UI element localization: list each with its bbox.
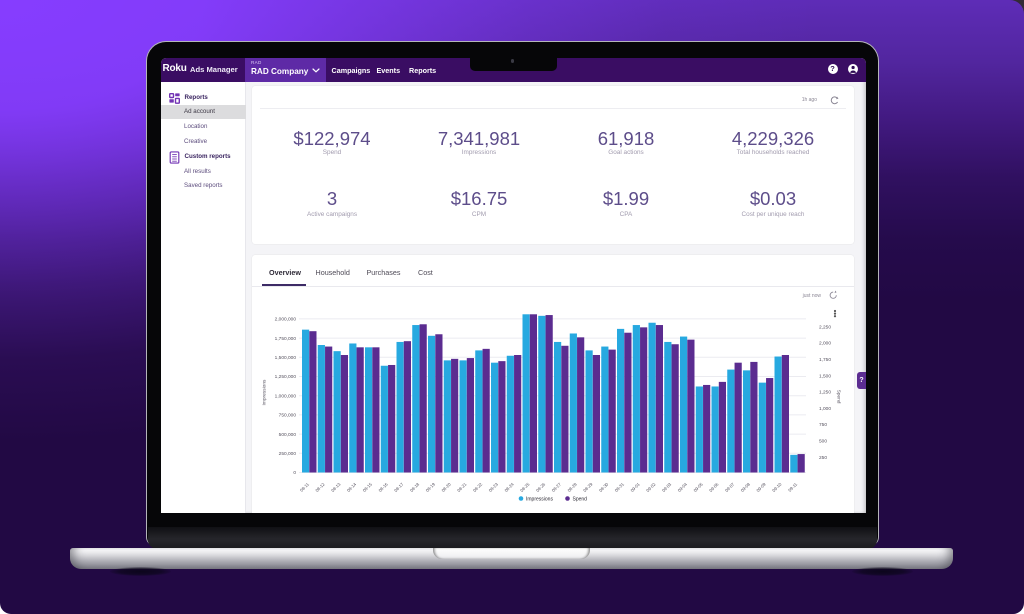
svg-text:08-23: 08-23 <box>488 481 500 493</box>
svg-text:1,500,000: 1,500,000 <box>275 355 297 361</box>
svg-text:08-15: 08-15 <box>362 481 374 493</box>
svg-text:09-08: 09-08 <box>740 481 752 493</box>
svg-text:08-24: 08-24 <box>503 481 515 493</box>
svg-text:08-30: 08-30 <box>598 481 610 493</box>
svg-text:09-02: 09-02 <box>645 481 657 493</box>
svg-text:750,000: 750,000 <box>279 412 297 418</box>
svg-text:09-09: 09-09 <box>755 481 767 493</box>
svg-text:09-10: 09-10 <box>771 481 783 493</box>
svg-text:2,250: 2,250 <box>819 324 831 330</box>
svg-text:1,250,000: 1,250,000 <box>275 374 297 380</box>
svg-text:08-28: 08-28 <box>566 481 578 493</box>
svg-text:08-12: 08-12 <box>314 481 326 493</box>
svg-text:08-16: 08-16 <box>377 481 389 493</box>
svg-text:1,500: 1,500 <box>819 373 831 379</box>
svg-text:09-03: 09-03 <box>661 481 673 493</box>
svg-text:1,750: 1,750 <box>819 357 831 363</box>
svg-text:Spend: Spend <box>573 496 588 502</box>
svg-text:08-19: 08-19 <box>425 481 437 493</box>
svg-text:0: 0 <box>293 470 296 476</box>
svg-text:08-26: 08-26 <box>535 481 547 493</box>
svg-text:Impressions: Impressions <box>262 378 268 404</box>
svg-text:08-25: 08-25 <box>519 481 531 493</box>
svg-text:1,250: 1,250 <box>819 389 831 395</box>
svg-text:08-21: 08-21 <box>456 481 468 493</box>
svg-text:09-11: 09-11 <box>787 481 799 493</box>
svg-text:08-27: 08-27 <box>551 481 563 493</box>
svg-text:08-31: 08-31 <box>614 481 626 493</box>
svg-text:750: 750 <box>819 422 827 428</box>
svg-text:08-13: 08-13 <box>330 481 342 493</box>
svg-text:08-18: 08-18 <box>409 481 421 493</box>
svg-text:08-29: 08-29 <box>582 481 594 493</box>
svg-text:500,000: 500,000 <box>279 431 297 437</box>
svg-text:250: 250 <box>819 454 827 460</box>
svg-text:Spend: Spend <box>836 389 842 403</box>
svg-text:just now: just now <box>802 293 822 299</box>
svg-text:09-05: 09-05 <box>692 481 704 493</box>
svg-text:09-06: 09-06 <box>708 481 720 493</box>
svg-text:1,000,000: 1,000,000 <box>275 393 297 399</box>
svg-text:08-17: 08-17 <box>393 481 405 493</box>
svg-text:250,000: 250,000 <box>279 451 297 457</box>
svg-text:09-01: 09-01 <box>629 481 641 493</box>
svg-text:500: 500 <box>819 438 827 444</box>
svg-text:2,000: 2,000 <box>819 340 831 346</box>
svg-text:1,000: 1,000 <box>819 405 831 411</box>
svg-text:2,000,000: 2,000,000 <box>275 316 297 322</box>
svg-text:1,750,000: 1,750,000 <box>275 335 297 341</box>
svg-text:09-04: 09-04 <box>677 481 689 493</box>
svg-text:09-07: 09-07 <box>724 481 736 493</box>
svg-text:08-11: 08-11 <box>299 481 311 493</box>
svg-text:Impressions: Impressions <box>526 496 553 502</box>
svg-text:08-20: 08-20 <box>440 481 452 493</box>
svg-text:08-22: 08-22 <box>472 481 484 493</box>
svg-text:08-14: 08-14 <box>346 481 358 493</box>
